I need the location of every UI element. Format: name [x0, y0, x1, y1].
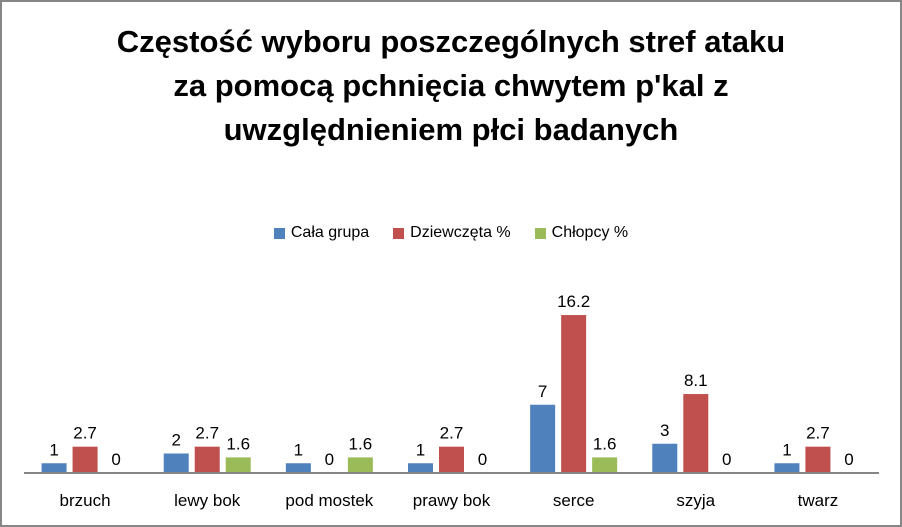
- legend-item-dziewczeta: Dziewczęta %: [393, 224, 511, 242]
- data-label: 2: [171, 431, 180, 450]
- bar: [408, 463, 433, 473]
- bar: [530, 404, 556, 473]
- legend-item-chlopcy: Chłopcy %: [534, 224, 629, 242]
- bar: [225, 457, 251, 473]
- title-line-2: za pomocą pchnięcia chwytem p'kal z: [173, 68, 729, 103]
- legend-label: Cała grupa: [290, 224, 370, 241]
- x-tick-label: serce: [553, 491, 595, 510]
- legend: Cała grupa Dziewczęta % Chłopcy %: [0, 224, 902, 242]
- data-label: 7: [538, 382, 547, 401]
- bar: [72, 446, 98, 473]
- legend-swatch: [273, 227, 285, 239]
- data-label: 2.7: [195, 424, 219, 443]
- bar: [347, 457, 373, 473]
- legend-swatch: [393, 227, 405, 239]
- data-label: 1: [782, 440, 791, 459]
- data-label: 0: [722, 450, 731, 469]
- data-label: 1: [416, 440, 425, 459]
- bar: [41, 463, 67, 473]
- data-label: 1: [49, 440, 58, 459]
- chart-title: Częstość wyboru poszczególnych stref ata…: [0, 20, 902, 152]
- data-label: 16.2: [557, 292, 590, 311]
- data-label: 8.1: [684, 371, 708, 390]
- data-label: 0: [111, 450, 120, 469]
- data-label: 0: [844, 450, 853, 469]
- x-tick-label: twarz: [798, 491, 839, 510]
- x-tick-label: szyja: [676, 491, 715, 510]
- x-tick-label: brzuch: [60, 491, 111, 510]
- bar: [774, 463, 800, 473]
- data-label: 0: [325, 450, 334, 469]
- data-label: 2.7: [440, 424, 464, 443]
- data-label: 2.7: [73, 424, 97, 443]
- bar: [592, 457, 618, 473]
- bar: [805, 446, 831, 473]
- data-label: 2.7: [806, 424, 830, 443]
- bar: [561, 315, 587, 473]
- x-tick-label: lewy bok: [174, 491, 241, 510]
- data-label: 0: [478, 450, 487, 469]
- data-label: 1.6: [349, 434, 373, 453]
- data-label: 3: [660, 421, 669, 440]
- bar: [285, 463, 311, 473]
- x-tick-label: prawy bok: [413, 491, 491, 510]
- data-label: 1.6: [593, 434, 617, 453]
- bar: [163, 453, 189, 473]
- bar: [439, 446, 464, 473]
- legend-label: Dziewczęta %: [410, 224, 511, 241]
- bar: [683, 394, 709, 473]
- data-label: 1: [294, 440, 303, 459]
- legend-label: Chłopcy %: [551, 224, 629, 241]
- legend-swatch: [534, 227, 546, 239]
- legend-item-cala-grupa: Cała grupa: [273, 224, 370, 242]
- title-line-1: Częstość wyboru poszczególnych stref ata…: [116, 24, 786, 59]
- bar: [652, 443, 678, 473]
- data-label: 1.6: [226, 434, 250, 453]
- x-tick-label: pod mostek: [285, 491, 373, 510]
- bar: [194, 446, 220, 473]
- title-line-3: uwzględnieniem płci badanych: [223, 112, 679, 147]
